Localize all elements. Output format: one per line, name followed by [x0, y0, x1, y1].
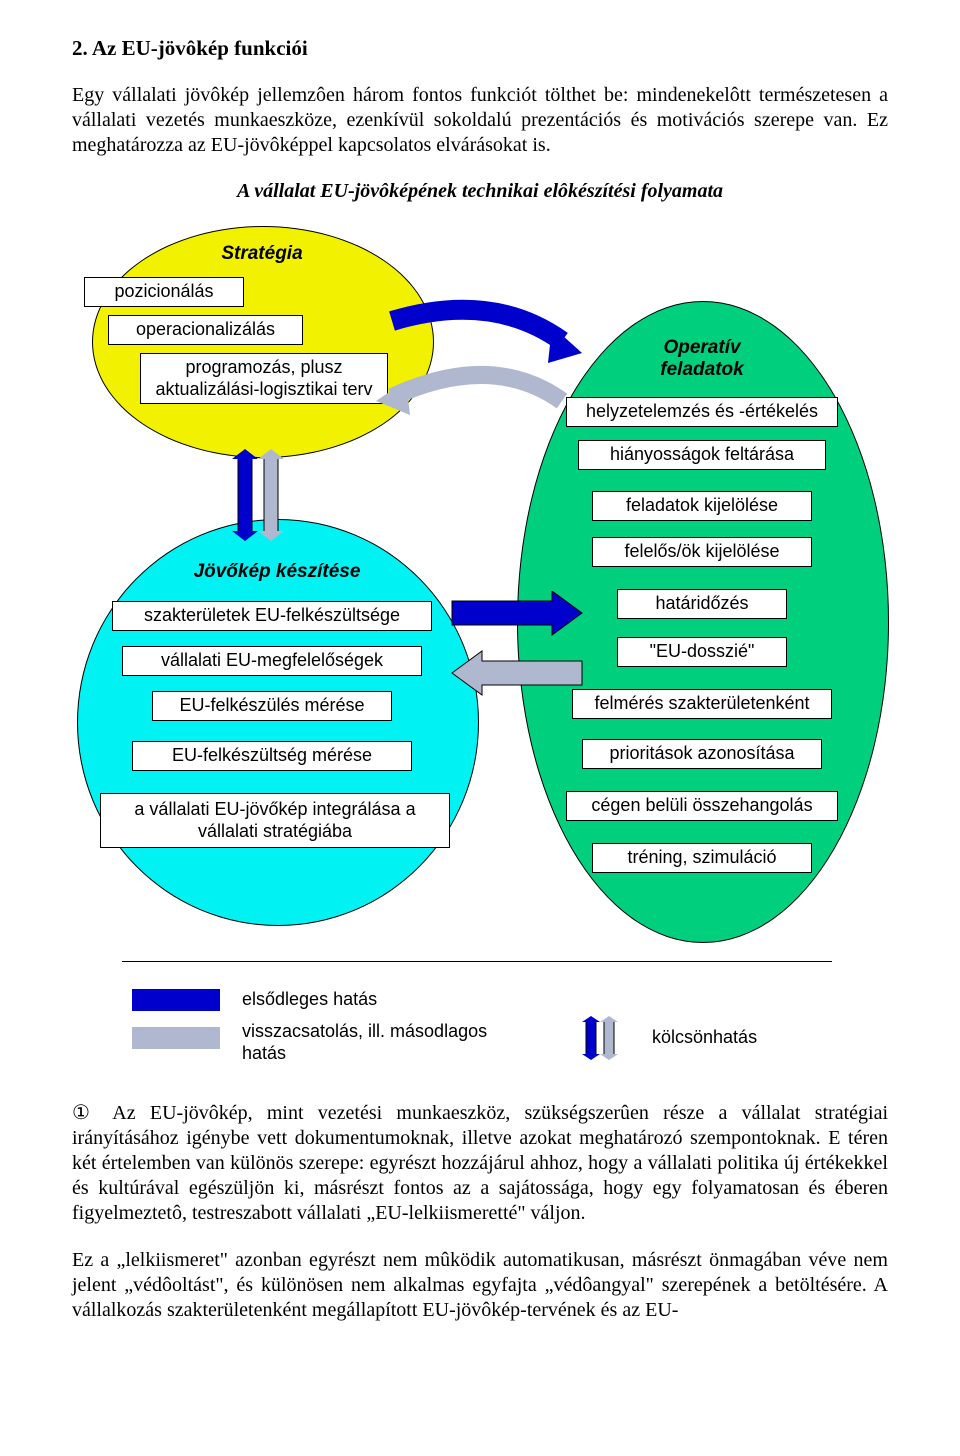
- connector-vision-operative: [442, 591, 592, 731]
- operative-item: hiányosságok feltárása: [578, 440, 826, 470]
- strategy-item: pozicionálás: [84, 277, 244, 307]
- operative-item: helyzetelemzés és -értékelés: [566, 397, 838, 427]
- operative-item: cégen belüli összehangolás: [566, 791, 838, 821]
- process-diagram: Stratégia pozicionálás operacionalizálás…: [72, 221, 888, 1091]
- legend-divider: [122, 961, 832, 962]
- connector-strategy-vision: [232, 449, 292, 541]
- body-paragraph-1: ① Az EU-jövôkép, mint vezetési munkaeszk…: [72, 1101, 888, 1226]
- strategy-item: operacionalizálás: [108, 315, 303, 345]
- connector-strategy-operative: [372, 281, 592, 471]
- operative-item: felelős/ök kijelölése: [592, 537, 812, 567]
- strategy-item: programozás, plusz aktualizálási-logiszt…: [140, 353, 388, 404]
- intro-paragraph: Egy vállalati jövôkép jellemzôen három f…: [72, 83, 888, 158]
- vision-item: EU-felkészültség mérése: [132, 741, 412, 771]
- legend-secondary-label: visszacsatolás, ill. másodlagos hatás: [242, 1021, 502, 1064]
- vision-item: vállalati EU-megfelelőségek: [122, 646, 422, 676]
- diagram-title: A vállalat EU-jövôképének technikai elôk…: [72, 180, 888, 203]
- legend-primary-label: elsődleges hatás: [242, 989, 377, 1011]
- legend-mutual-label: kölcsönhatás: [652, 1027, 757, 1049]
- vision-item: szakterületek EU-felkészültsége: [112, 601, 432, 631]
- section-heading: 2. Az EU-jövôkép funkciói: [72, 36, 888, 61]
- operative-item: tréning, szimuláció: [592, 843, 812, 873]
- operative-item: felmérés szakterületenként: [572, 689, 832, 719]
- operative-item: "EU-dosszié": [617, 637, 787, 667]
- operative-item: határidőzés: [617, 589, 787, 619]
- operative-item: feladatok kijelölése: [592, 491, 812, 521]
- vision-title: Jövőkép készítése: [167, 561, 387, 583]
- vision-item: a vállalati EU-jövőkép integrálása a vál…: [100, 793, 450, 848]
- operative-title: Operatív feladatok: [632, 337, 772, 381]
- operative-item: prioritások azonosítása: [582, 739, 822, 769]
- strategy-title: Stratégia: [187, 243, 337, 265]
- legend-mutual-icon: [582, 1016, 620, 1060]
- vision-item: EU-felkészülés mérése: [152, 691, 392, 721]
- legend-primary-swatch: [132, 989, 220, 1011]
- legend-secondary-swatch: [132, 1027, 220, 1049]
- body-paragraph-2: Ez a „lelkiismeret" azonban egyrészt nem…: [72, 1248, 888, 1323]
